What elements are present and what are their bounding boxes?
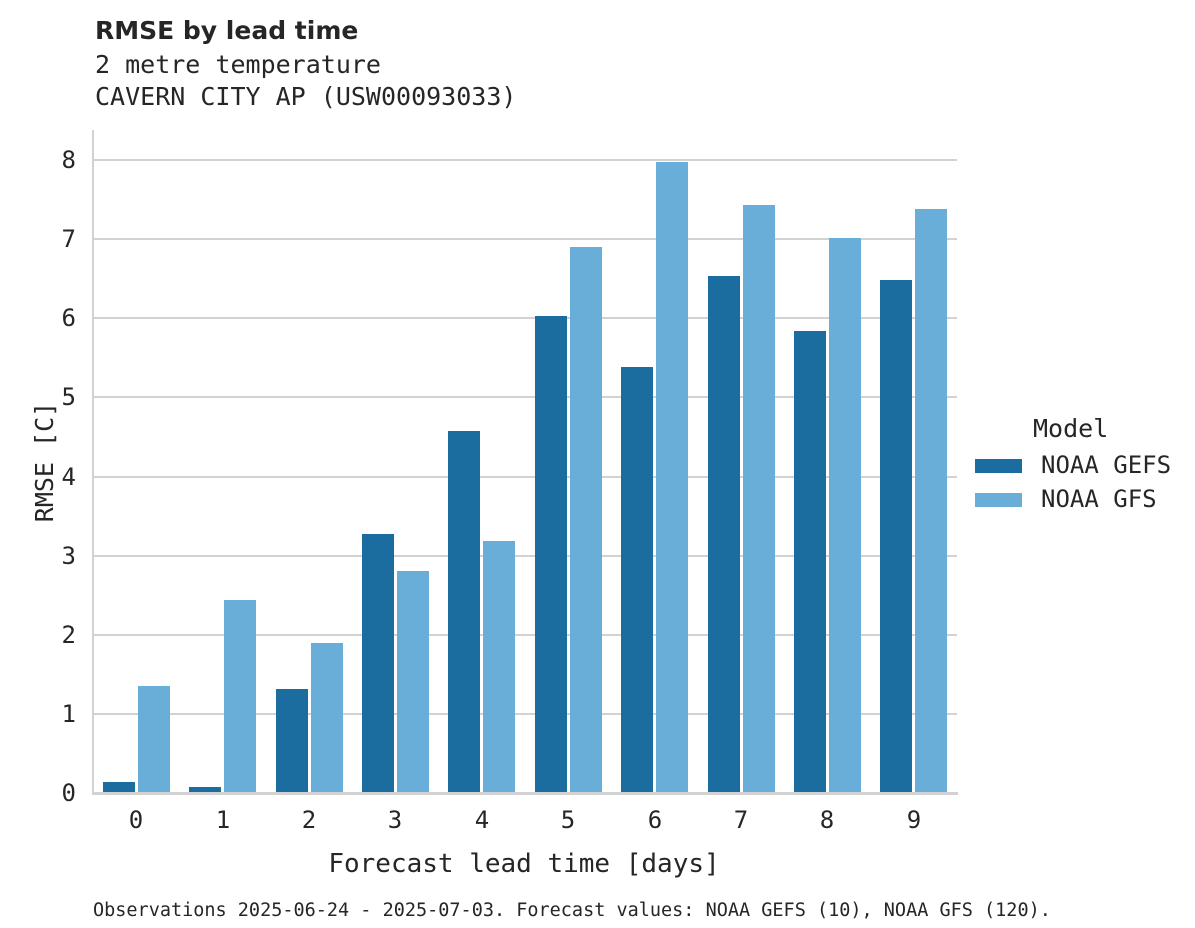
gridline-y-2 xyxy=(93,633,957,636)
legend-label: NOAA GFS xyxy=(1041,485,1157,513)
bar-noaa-gefs-lead-7 xyxy=(707,276,740,793)
gridline-y-5 xyxy=(93,396,957,399)
bar-noaa-gefs-lead-1 xyxy=(189,786,222,793)
bar-noaa-gfs-lead-6 xyxy=(656,162,689,793)
y-axis-spine xyxy=(92,130,94,795)
chart-title: RMSE by lead time xyxy=(95,16,359,45)
bar-noaa-gefs-lead-6 xyxy=(621,367,654,793)
chart-subtitle-station: CAVERN CITY AP (USW00093033) xyxy=(95,82,517,111)
bar-noaa-gfs-lead-7 xyxy=(742,205,775,793)
legend-entry-noaa-gefs: NOAA GEFS xyxy=(963,450,1193,480)
legend-title: Model xyxy=(1033,414,1109,443)
y-tick-label-3: 3 xyxy=(61,542,76,570)
y-tick-label-1: 1 xyxy=(61,700,76,728)
bar-noaa-gfs-lead-5 xyxy=(569,247,602,793)
bar-noaa-gefs-lead-3 xyxy=(361,534,394,793)
x-tick-label-5: 5 xyxy=(560,806,576,834)
x-tick-label-4: 4 xyxy=(474,806,490,834)
bar-noaa-gfs-lead-1 xyxy=(224,599,257,793)
x-tick-label-8: 8 xyxy=(819,806,835,834)
bar-noaa-gefs-lead-0 xyxy=(102,781,135,793)
gridline-y-4 xyxy=(93,475,957,478)
x-tick-label-0: 0 xyxy=(128,806,144,834)
gridline-y-3 xyxy=(93,554,957,557)
gridline-y-7 xyxy=(93,238,957,241)
bar-noaa-gfs-lead-3 xyxy=(396,570,429,793)
y-tick-label-8: 8 xyxy=(61,146,76,174)
legend-label: NOAA GEFS xyxy=(1041,451,1172,479)
x-tick-label-9: 9 xyxy=(906,806,922,834)
x-axis-spine xyxy=(92,792,958,795)
legend-swatch-icon xyxy=(975,459,1022,473)
y-tick-label-6: 6 xyxy=(61,304,76,332)
legend-entry-noaa-gfs: NOAA GFS xyxy=(963,484,1193,514)
bar-noaa-gfs-lead-0 xyxy=(137,686,170,793)
plot-area xyxy=(93,130,957,793)
bar-noaa-gefs-lead-2 xyxy=(275,689,308,793)
x-axis-label: Forecast lead time [days] xyxy=(328,849,720,879)
x-tick-label-3: 3 xyxy=(387,806,403,834)
y-tick-label-7: 7 xyxy=(61,225,76,253)
bar-noaa-gfs-lead-8 xyxy=(828,238,861,793)
x-tick-label-1: 1 xyxy=(215,806,231,834)
y-tick-label-5: 5 xyxy=(61,383,76,411)
chart-subtitle-variable: 2 metre temperature xyxy=(95,50,381,79)
x-tick-label-7: 7 xyxy=(733,806,749,834)
bar-noaa-gefs-lead-4 xyxy=(448,430,481,793)
x-tick-label-2: 2 xyxy=(301,806,317,834)
gridline-y-1 xyxy=(93,712,957,715)
bar-noaa-gfs-lead-9 xyxy=(915,209,948,793)
y-tick-label-4: 4 xyxy=(61,463,76,491)
gridline-y-8 xyxy=(93,159,957,161)
x-tick-label-6: 6 xyxy=(647,806,663,834)
bar-noaa-gefs-lead-8 xyxy=(793,330,826,793)
bar-noaa-gfs-lead-2 xyxy=(310,642,343,793)
bar-noaa-gfs-lead-4 xyxy=(483,540,516,793)
y-tick-label-0: 0 xyxy=(61,779,76,807)
y-tick-label-2: 2 xyxy=(61,621,76,649)
gridline-y-6 xyxy=(93,317,957,320)
legend-swatch-icon xyxy=(975,493,1022,507)
footer-caption: Observations 2025-06-24 - 2025-07-03. Fo… xyxy=(93,900,1051,921)
bar-noaa-gefs-lead-9 xyxy=(880,280,913,793)
bar-noaa-gefs-lead-5 xyxy=(534,315,567,793)
